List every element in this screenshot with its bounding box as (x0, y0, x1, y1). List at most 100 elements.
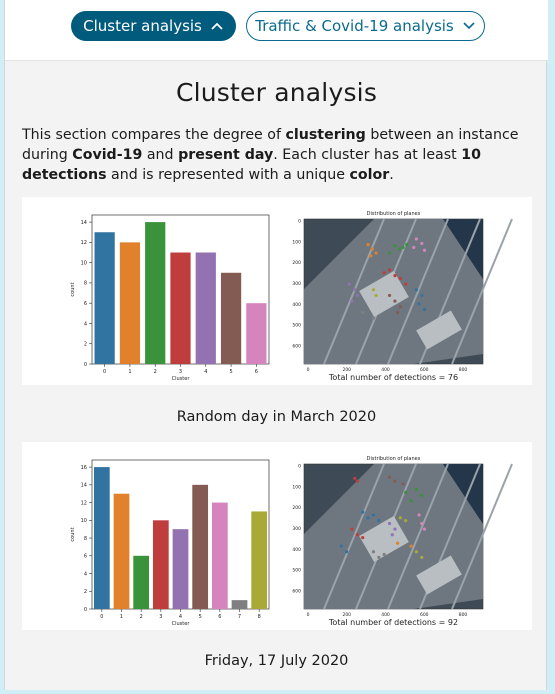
y-tick-label: 12 (81, 500, 87, 506)
map-x-tick-label: 800 (459, 367, 468, 373)
plane-detection-dot (377, 555, 381, 559)
plane-detection-dot (393, 274, 397, 278)
intro-bold: clustering (285, 127, 366, 143)
plane-detection-dot (412, 245, 416, 250)
plane-detection-dot (397, 247, 401, 251)
intro-paragraph: This section compares the degree of clus… (22, 125, 534, 185)
plane-detection-dot (390, 533, 394, 537)
y-tick-label: 2 (84, 342, 87, 348)
x-tick-label: 5 (199, 614, 202, 620)
intro-text: This section compares the degree of (22, 127, 286, 143)
y-tick-label: 4 (84, 321, 87, 327)
plane-distribution-map: Distribution of planes 0 200 400 600 800 0 100 2… (292, 211, 513, 382)
plane-detection-dot (344, 550, 349, 554)
map-y-tick-label: 300 (292, 281, 301, 287)
taxiway (387, 463, 449, 610)
plane-detection-dot (387, 475, 392, 479)
x-tick-label: 0 (100, 614, 103, 620)
bar (172, 529, 189, 609)
intro-bold: color (349, 167, 390, 183)
y-tick-label: 0 (84, 607, 87, 613)
plane-detection-dot (387, 293, 392, 298)
map-y-tick-label: 100 (292, 239, 301, 245)
y-tick-label: 0 (84, 362, 87, 368)
x-tick-label: 8 (258, 614, 261, 620)
x-tick-label: 2 (140, 614, 143, 620)
plane-detection-dot (366, 516, 370, 520)
plane-detection-dot (361, 510, 365, 514)
map-y-tick-label: 300 (292, 526, 301, 532)
map-x-tick-label: 0 (307, 612, 310, 618)
bar (192, 484, 209, 609)
bar (152, 520, 169, 609)
page-frame: Cluster analysis Traffic & Covid-19 anal… (4, 0, 548, 690)
map-x-tick-label: 400 (381, 367, 390, 373)
tab-traffic-covid-analysis[interactable]: Traffic & Covid-19 analysis (246, 11, 485, 41)
y-axis-label: count (70, 527, 76, 541)
map-y-tick-label: 400 (292, 547, 301, 553)
x-tick-label: 3 (179, 369, 182, 375)
plane-detection-dot (387, 268, 392, 272)
map-x-tick-label: 200 (342, 612, 351, 618)
plane-detection-dot (396, 541, 400, 545)
plane-detection-dot (414, 550, 418, 554)
x-axis-label: Cluster (172, 621, 191, 627)
plane-detection-dot (371, 316, 376, 320)
x-tick-label: 6 (218, 614, 221, 620)
y-tick-label: 8 (84, 536, 87, 542)
y-tick-label: 14 (81, 220, 87, 226)
taxiway (387, 218, 449, 365)
plane-detection-dot (371, 513, 376, 517)
intro-bold: Covid-19 (72, 147, 143, 163)
plane-detection-dot (370, 247, 374, 251)
terminal-building (359, 271, 409, 317)
taxiway (451, 218, 513, 365)
bar (251, 511, 268, 609)
plane-detection-dot (401, 482, 405, 486)
plane-detection-dot (404, 519, 408, 523)
plane-detection-dot (353, 476, 357, 480)
map-x-tick-label: 600 (420, 367, 429, 373)
plane-detection-dot (409, 544, 413, 548)
detections-total: Total number of detections = 92 (328, 618, 458, 627)
figure-caption: Random day in March 2020 (176, 409, 377, 425)
plane-detection-dot (420, 241, 424, 246)
bar (94, 232, 115, 364)
plane-detection-dot (401, 245, 405, 250)
intro-bold: present day (178, 147, 274, 163)
bar (119, 242, 141, 364)
map-y-tick-label: 600 (292, 344, 301, 350)
bar (220, 272, 242, 364)
bar (113, 493, 130, 609)
taxiway (323, 218, 385, 365)
plane-detection-dot (422, 248, 427, 252)
plane-detection-dot (387, 521, 392, 526)
plane-detection-dot (355, 479, 359, 483)
plane-detection-dot (398, 276, 402, 281)
bar (231, 600, 248, 609)
plane-detection-dot (414, 237, 418, 241)
bar (133, 555, 150, 609)
figure-march-2020: 0 2 4 6 8 10 12 14 0 1 2 3 4 5 6 Cluster count Distribut… (22, 197, 532, 385)
bar (246, 303, 267, 364)
map-y-tick-label: 200 (292, 505, 301, 511)
plane-detection-dot (371, 288, 376, 292)
map-x-tick-label: 200 (342, 367, 351, 373)
y-tick-label: 10 (81, 260, 87, 266)
plane-detection-dot (422, 307, 427, 312)
plane-detection-dot (353, 288, 357, 292)
map-y-tick-label: 0 (298, 219, 301, 225)
x-tick-label: 0 (103, 369, 106, 375)
map-x-tick-label: 0 (307, 367, 310, 373)
map-title: Distribution of planes (367, 211, 421, 217)
x-tick-label: 4 (179, 614, 182, 620)
plane-distribution-map: Distribution of planes 0 200 400 600 800 0 100 2… (292, 456, 513, 627)
taxiway (451, 463, 513, 610)
bar (145, 222, 166, 364)
tab-cluster-analysis[interactable]: Cluster analysis (71, 11, 236, 41)
x-tick-label: 5 (229, 369, 232, 375)
x-tick-label: 7 (238, 614, 241, 620)
